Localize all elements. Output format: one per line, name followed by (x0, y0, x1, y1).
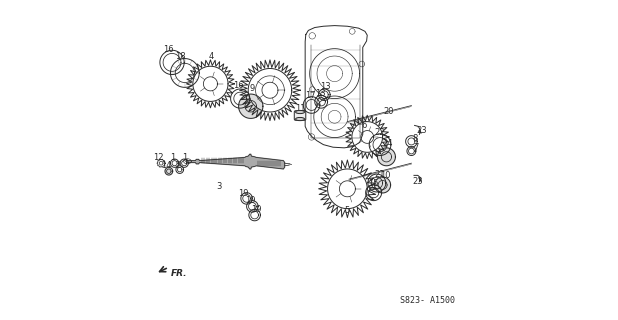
Text: 7: 7 (413, 143, 419, 152)
Text: 17: 17 (305, 91, 315, 100)
Polygon shape (375, 177, 391, 193)
Text: 19: 19 (251, 205, 261, 214)
Text: 11: 11 (295, 104, 305, 113)
Polygon shape (239, 94, 263, 118)
Polygon shape (165, 167, 172, 175)
Text: 15: 15 (368, 179, 378, 188)
FancyBboxPatch shape (294, 111, 306, 120)
Text: 1: 1 (171, 153, 176, 162)
Polygon shape (378, 148, 396, 166)
Ellipse shape (295, 110, 305, 114)
Text: 23: 23 (417, 126, 427, 135)
Text: 8: 8 (413, 134, 418, 143)
Text: 24: 24 (382, 139, 392, 148)
Text: 21: 21 (375, 170, 385, 179)
Text: 23: 23 (412, 177, 423, 186)
Text: 5: 5 (344, 206, 349, 215)
Text: 1: 1 (182, 153, 187, 162)
Text: S823- A1500: S823- A1500 (400, 296, 455, 305)
Ellipse shape (295, 117, 305, 121)
Polygon shape (187, 154, 285, 169)
Text: 10: 10 (381, 171, 391, 180)
Text: 4: 4 (209, 52, 214, 61)
Text: 22: 22 (374, 128, 384, 137)
Text: 2: 2 (176, 161, 181, 170)
Text: 12: 12 (153, 153, 164, 162)
Text: 19: 19 (245, 196, 256, 205)
Text: 16: 16 (164, 45, 174, 54)
Text: 3: 3 (216, 182, 221, 191)
Text: 13: 13 (315, 89, 326, 98)
Text: 9: 9 (250, 84, 255, 93)
Text: 6: 6 (362, 121, 366, 130)
Text: 13: 13 (320, 82, 331, 91)
Text: 18: 18 (175, 52, 185, 61)
Text: 19: 19 (239, 189, 249, 198)
Text: 20: 20 (383, 107, 394, 116)
Text: FR.: FR. (171, 269, 187, 278)
Text: 14: 14 (161, 161, 172, 170)
Text: 16: 16 (232, 81, 243, 90)
